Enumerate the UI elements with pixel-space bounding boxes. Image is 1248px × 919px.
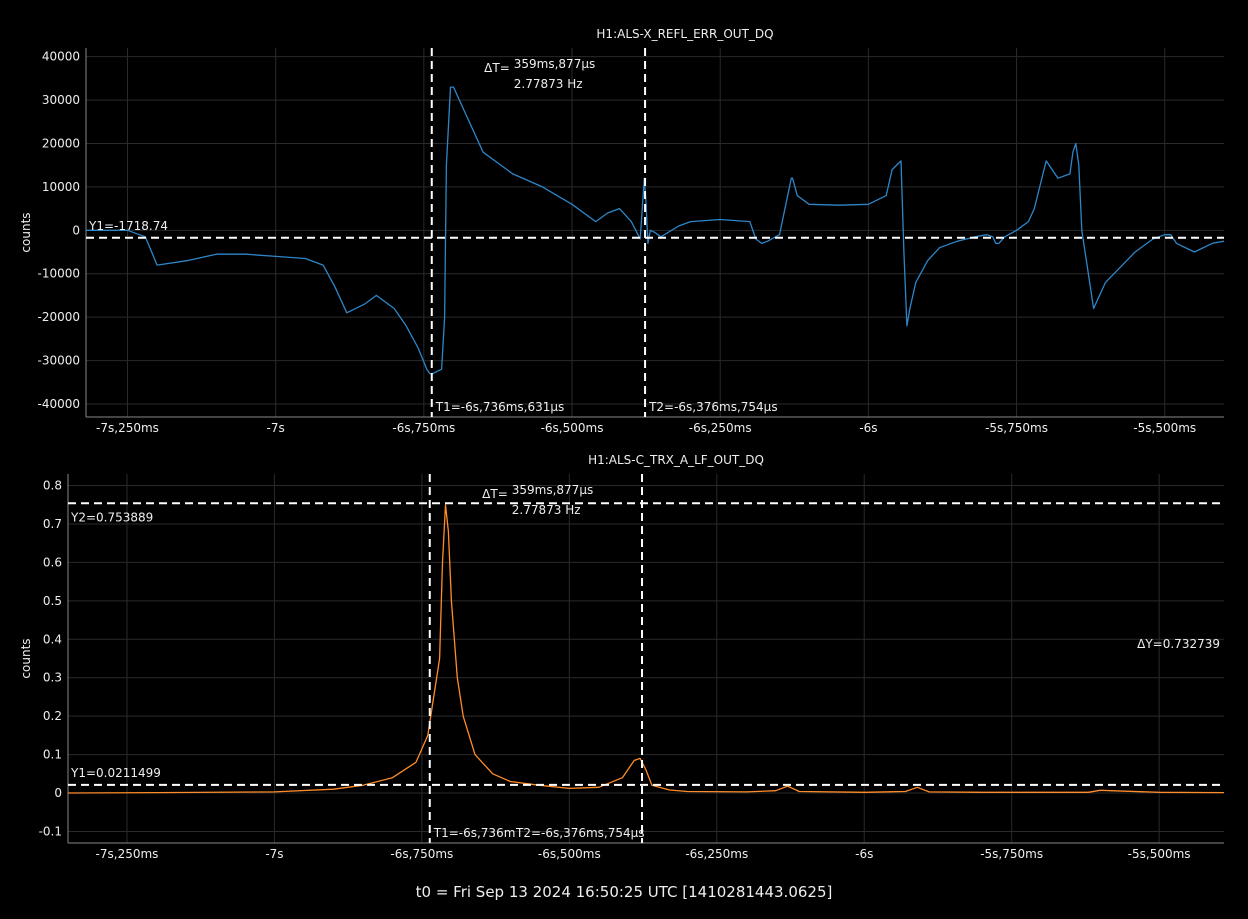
- x-tick-label: -6s,250ms: [689, 421, 752, 435]
- y-tick-label: 0: [54, 786, 62, 800]
- y-tick-label: 0: [72, 223, 80, 237]
- y-tick-label: 10000: [42, 180, 80, 194]
- x-tick-label: -6s: [859, 421, 877, 435]
- cursor-dt-value: 359ms,877µs: [512, 483, 593, 497]
- chart-title: H1:ALS-C_TRX_A_LF_OUT_DQ: [588, 453, 764, 467]
- x-tick-label: -6s: [855, 847, 873, 861]
- y-tick-label: 40000: [42, 50, 80, 64]
- cursor-dt-prefix: ΔT=: [484, 61, 510, 75]
- x-tick-label: -5s,500ms: [1128, 847, 1191, 861]
- series-line: [86, 86, 1225, 375]
- y-tick-label: 20000: [42, 137, 80, 151]
- y-tick-label: 0.7: [43, 517, 62, 531]
- t0-label: t0 = Fri Sep 13 2024 16:50:25 UTC [14102…: [415, 883, 833, 901]
- cursor-t2-label: T2=-6s,376ms,754µs: [515, 826, 645, 840]
- x-tick-label: -5s,750ms: [980, 847, 1043, 861]
- x-tick-label: -6s,500ms: [538, 847, 601, 861]
- chart-title: H1:ALS-X_REFL_ERR_OUT_DQ: [596, 27, 773, 41]
- plot-canvas: 40000 30000 20000 10000 0 -10000 -20000 -30000 -…: [19, 27, 1225, 861]
- y-tick-label: 0.8: [43, 479, 62, 493]
- y-tick-label: 0.3: [43, 671, 62, 685]
- y-tick-label: -0.1: [39, 824, 62, 838]
- y-tick-label: 0.4: [43, 632, 62, 646]
- series-line: [67, 504, 1225, 794]
- x-tick-label: -6s,250ms: [685, 847, 748, 861]
- y-axis-label: counts: [19, 212, 33, 252]
- cursor-y2-label: Y2=0.753889: [70, 510, 153, 524]
- y-tick-label: 0.6: [43, 555, 62, 569]
- y-tick-label: -30000: [37, 354, 80, 368]
- cursor-t1-label: T1=-6s,736ms,631µs: [435, 400, 565, 414]
- panel-bottom: 0.8 0.7 0.6 0.5 0.4 0.3 0.2 0.1 0 -0.1 -7s,250ms -7…: [19, 453, 1225, 861]
- y-tick-label: 0.2: [43, 709, 62, 723]
- y-tick-label: 0.1: [43, 748, 62, 762]
- cursor-t1-label: T1=-6s,736m: [433, 826, 516, 840]
- x-tick-label: -5s,500ms: [1133, 421, 1196, 435]
- y-tick-label: -10000: [37, 267, 80, 281]
- cursor-dt-prefix: ΔT=: [482, 487, 508, 501]
- x-tick-label: -7s: [267, 421, 285, 435]
- y-tick-label: -40000: [37, 397, 80, 411]
- x-tick-label: -6s,750ms: [390, 847, 453, 861]
- y-axis-label: counts: [19, 638, 33, 678]
- x-tick-label: -6s,750ms: [392, 421, 455, 435]
- y-tick-label: 0.5: [43, 594, 62, 608]
- panel-top: 40000 30000 20000 10000 0 -10000 -20000 -30000 -…: [19, 27, 1225, 435]
- cursor-dt-frequency: 2.77873 Hz: [514, 77, 583, 91]
- x-tick-label: -5s,750ms: [985, 421, 1048, 435]
- y-tick-label: -20000: [37, 310, 80, 324]
- cursor-y1-label: Y1=-1718.74: [88, 219, 168, 233]
- x-tick-label: -7s,250ms: [96, 847, 159, 861]
- cursor-dy-label: ΔY=0.732739: [1137, 637, 1220, 651]
- cursor-y1-label: Y1=0.0211499: [70, 766, 161, 780]
- cursor-dt-value: 359ms,877µs: [514, 57, 595, 71]
- x-tick-label: -7s: [265, 847, 283, 861]
- x-tick-label: -7s,250ms: [96, 421, 159, 435]
- cursor-t2-label: T2=-6s,376ms,754µs: [648, 400, 778, 414]
- x-tick-label: -6s,500ms: [541, 421, 604, 435]
- cursor-dt-frequency: 2.77873 Hz: [512, 503, 581, 517]
- y-tick-label: 30000: [42, 93, 80, 107]
